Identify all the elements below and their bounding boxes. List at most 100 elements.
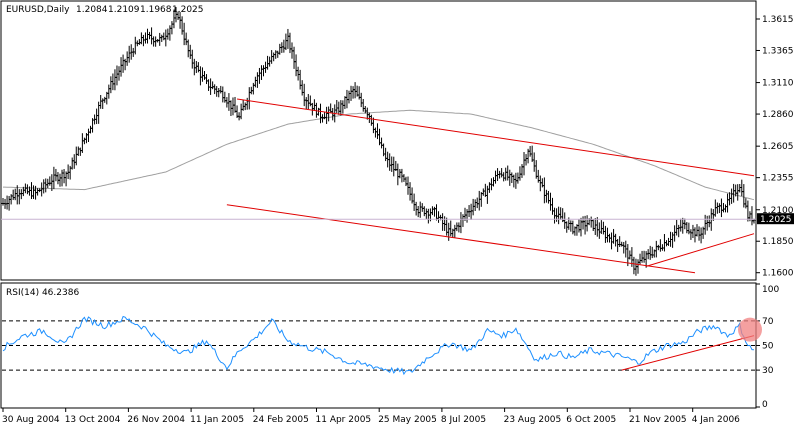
price-trendline[interactable] (226, 204, 696, 274)
price-bar (259, 65, 263, 80)
current-price-box (757, 213, 794, 225)
price-bar (689, 229, 693, 240)
price-bar (292, 46, 296, 69)
price-bar (60, 169, 64, 187)
ohlc-close: 1.2025 (172, 5, 204, 15)
rsi-tick-label: 0 (762, 400, 768, 410)
price-bar (182, 22, 186, 46)
price-bar (681, 217, 685, 234)
price-bar (481, 188, 485, 196)
price-bar (109, 76, 113, 94)
rsi-tick-label: 30 (762, 366, 774, 376)
price-bar (243, 102, 247, 111)
price-bar (349, 85, 353, 101)
price-bar (82, 137, 86, 145)
price-bar (257, 67, 261, 84)
price-bar (58, 173, 62, 187)
price-bar (634, 258, 638, 276)
price-bar (86, 128, 90, 142)
price-bar (225, 97, 229, 108)
price-bar (123, 58, 127, 71)
price-bar (341, 100, 345, 114)
price-bar (359, 92, 363, 108)
price-bar (282, 39, 286, 53)
price-bar (528, 146, 532, 157)
price-bar (373, 127, 377, 138)
price-bar (418, 201, 422, 218)
price-bar (660, 244, 664, 251)
price-bar (685, 222, 689, 234)
price-bar (306, 93, 310, 110)
rsi-trendline[interactable] (621, 335, 755, 371)
price-bar (583, 215, 587, 235)
price-bar (262, 65, 266, 77)
price-bar (375, 123, 379, 140)
price-bar (593, 218, 597, 235)
price-bar (555, 208, 559, 222)
price-bar (530, 145, 534, 162)
price-bar (738, 183, 742, 193)
price-bar (107, 84, 111, 99)
price-bar (730, 188, 734, 204)
price-tick-label: 1.2605 (762, 142, 794, 152)
price-bar (697, 226, 701, 241)
price-bar (591, 219, 595, 232)
price-bar (231, 97, 235, 116)
price-bar (186, 39, 190, 58)
price-bar (54, 168, 58, 182)
ohlc-low: 1.1968 (140, 5, 172, 15)
price-panel-frame[interactable] (0, 0, 757, 281)
price-bar (500, 168, 504, 178)
price-bar (247, 87, 251, 110)
price-bar (56, 172, 60, 185)
price-bar (642, 250, 646, 263)
price-bar (485, 185, 489, 204)
price-bar (640, 250, 644, 263)
price-bar (654, 240, 658, 258)
price-bar (679, 218, 683, 232)
price-bar (620, 241, 624, 247)
price-bar (542, 177, 546, 204)
price-bar (589, 216, 593, 228)
price-bar (111, 73, 115, 91)
time-tick-label: 26 Nov 2004 (127, 415, 185, 425)
symbol-label: EURUSD,Daily (6, 5, 70, 15)
price-bar (691, 224, 695, 239)
price-bar (72, 154, 76, 169)
price-trendline[interactable] (236, 98, 755, 177)
price-bar (202, 71, 206, 80)
price-bar (443, 216, 447, 231)
price-bar (563, 212, 567, 229)
price-bar (331, 107, 335, 121)
price-bar (312, 99, 316, 110)
price-bar (494, 170, 498, 184)
price-bar (502, 172, 506, 182)
price-tick-label: 1.3110 (762, 79, 794, 89)
price-bar (351, 86, 355, 99)
price-trendline[interactable] (645, 233, 755, 267)
price-bar (703, 214, 707, 235)
price-bar (414, 201, 418, 216)
price-bar (284, 33, 288, 51)
price-bar (304, 97, 308, 110)
price-bar (677, 224, 681, 238)
price-bar (363, 106, 367, 114)
price-bar (184, 32, 188, 46)
time-tick-label: 30 Aug 2004 (2, 415, 60, 425)
price-bar (420, 203, 424, 212)
price-bar (732, 183, 736, 203)
price-bar (347, 90, 351, 104)
price-bar (117, 66, 121, 81)
price-bar (477, 190, 481, 211)
trendlines-layer[interactable] (226, 98, 755, 274)
price-bar (471, 198, 475, 216)
price-bar (198, 66, 202, 86)
time-tick-label: 21 Nov 2005 (629, 415, 687, 425)
price-bar (29, 182, 33, 199)
price-bar (115, 65, 119, 86)
price-bar (475, 197, 479, 209)
price-bar (707, 215, 711, 228)
price-bar (62, 169, 66, 184)
